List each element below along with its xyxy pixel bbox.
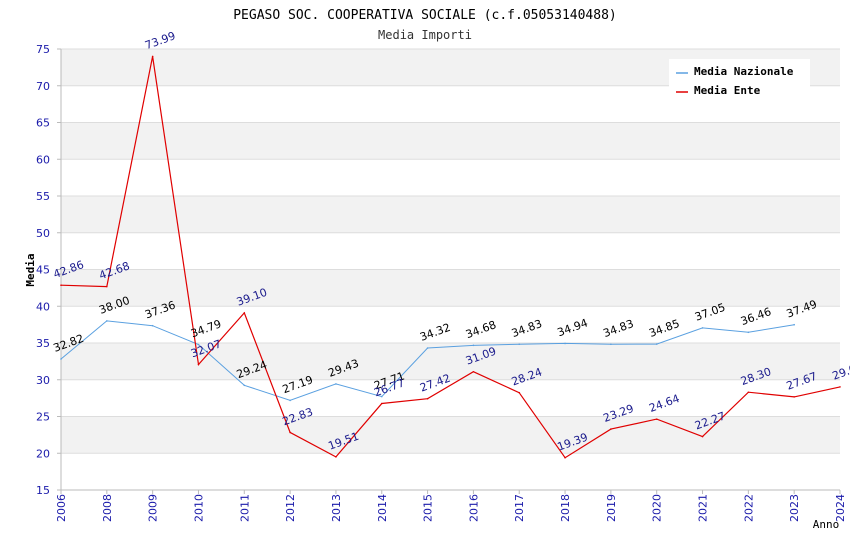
grid-band [61,122,840,160]
data-point-media-nazionale [197,343,200,346]
data-point-media-nazionale [747,331,750,334]
data-point-media-nazionale [243,384,246,387]
x-tick-label: 2024 [834,494,847,522]
x-tick-label: 2011 [238,494,251,522]
y-tick-label: 25 [36,411,50,424]
y-tick-label: 50 [36,227,50,240]
grid-band [61,196,840,233]
y-tick-label: 55 [36,190,50,203]
x-tick-label: 2023 [788,494,801,522]
y-tick-label: 45 [36,264,50,277]
data-point-media-ente [426,397,429,400]
data-point-media-ente [472,370,475,373]
data-label-media-nazionale: 34.85 [647,317,681,340]
data-label-media-nazionale: 34.83 [510,317,544,340]
data-point-media-ente [380,402,383,405]
data-point-media-nazionale [564,342,566,345]
y-tick-label: 75 [36,43,50,56]
x-tick-label: 2020 [651,494,664,522]
data-point-media-nazionale [610,343,612,346]
data-point-media-ente [839,386,841,388]
x-tick-label: 2017 [513,494,526,522]
y-tick-label: 15 [36,484,50,497]
x-tick-label: 2015 [422,494,435,522]
data-point-media-nazionale [60,358,62,360]
x-tick-labels: 2006 2008 2009 2010 2011 2012 2013 2014 2015 2016… [55,490,847,522]
data-point-media-nazionale [335,383,337,385]
x-tick-label: 2006 [55,494,68,522]
data-point-media-nazionale [472,344,475,347]
y-tick-label: 70 [36,80,50,93]
legend-label-media-nazionale: Media Nazionale [694,65,794,78]
data-point-media-ente [197,363,200,366]
data-point-media-ente [747,391,750,394]
data-point-media-ente [518,391,521,394]
data-point-media-ente [335,456,337,458]
y-tick-label: 35 [36,337,50,350]
data-label-media-nazionale: 34.68 [464,318,498,341]
y-tick-labels: 15 20 25 30 35 40 45 50 55 60 65 70 75 [36,43,61,497]
legend: Media Nazionale Media Ente [669,59,810,99]
data-point-media-nazionale [655,343,658,345]
data-point-media-ente [793,396,795,398]
data-point-media-ente [106,285,108,288]
data-label-media-nazionale: 36.46 [739,305,773,328]
y-tick-label: 30 [36,374,50,387]
data-point-media-nazionale [151,324,154,327]
chart-subtitle: Media Importi [378,28,472,42]
data-label-media-nazionale: 34.83 [601,317,635,340]
data-point-media-ente [655,418,658,420]
data-label-media-nazionale: 34.94 [556,316,590,339]
x-tick-label: 2014 [376,494,389,522]
x-tick-label: 2012 [284,494,297,522]
legend-box [669,59,810,99]
grid-band [61,269,840,307]
horizontal-gridlines [61,48,840,491]
legend-label-media-ente: Media Ente [694,84,761,97]
data-point-media-ente [564,456,566,459]
data-point-media-nazionale [380,395,383,398]
x-tick-label: 2018 [559,494,572,522]
grid-band [61,416,840,454]
data-point-media-ente [60,284,62,287]
data-point-media-nazionale [289,399,291,402]
x-tick-label: 2021 [697,494,710,522]
y-tick-label: 20 [36,447,50,460]
y-tick-label: 40 [36,300,50,313]
data-point-media-nazionale [793,323,795,326]
x-tick-label: 2009 [147,494,160,522]
x-tick-label: 2016 [467,494,480,522]
data-label-media-ente: 24.64 [647,392,681,415]
y-axis-label: Media [24,253,37,286]
x-tick-label: 2010 [192,494,205,522]
data-point-media-ente [289,431,291,434]
grid-band [61,343,840,380]
series-line-media-ente [60,56,841,459]
data-point-media-ente [610,428,612,430]
grid-bands [61,49,840,454]
data-point-media-nazionale [701,327,704,329]
data-label-media-nazionale: 34.32 [418,321,452,344]
x-tick-label: 2008 [101,494,114,522]
series-lines [60,55,841,459]
data-point-media-ente [701,435,704,438]
chart-title: PEGASO SOC. COOPERATIVA SOCIALE (c.f.050… [233,8,617,23]
y-tick-label: 65 [36,117,50,130]
data-point-media-nazionale [426,347,429,349]
data-point-media-nazionale [518,343,521,346]
data-point-media-nazionale [106,320,108,322]
data-point-media-ente [243,312,246,314]
x-tick-label: 2013 [330,494,343,522]
data-point-media-ente [151,55,154,58]
x-tick-label: 2019 [605,494,618,522]
x-axis-label: Anno [813,518,840,531]
y-tick-label: 60 [36,153,50,166]
x-tick-label: 2022 [742,494,755,522]
